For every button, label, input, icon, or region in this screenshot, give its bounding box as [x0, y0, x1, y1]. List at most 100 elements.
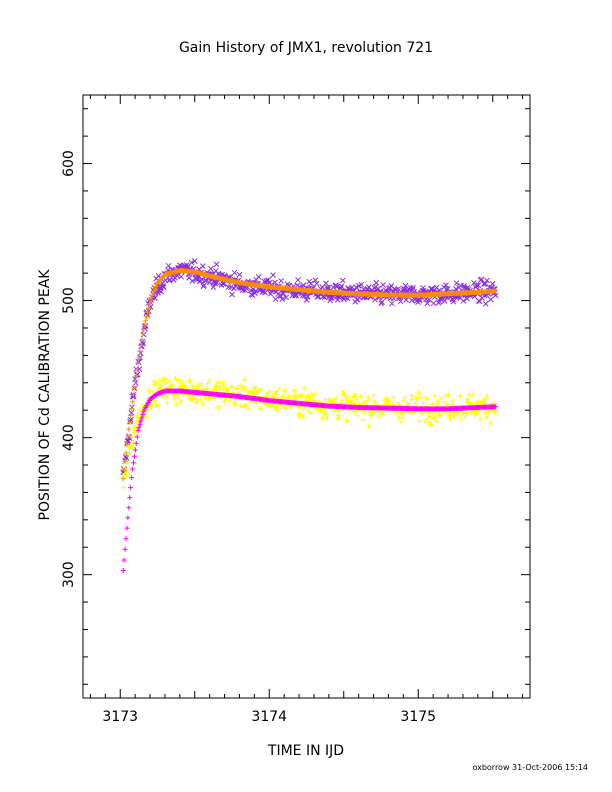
data-point — [395, 285, 401, 292]
y-axis-label: POSITION OF Cd CALIBRATION PEAK — [37, 269, 53, 521]
data-point — [194, 399, 200, 405]
data-point — [140, 331, 146, 337]
data-point — [283, 405, 289, 411]
data-point — [149, 404, 155, 410]
data-point — [317, 408, 323, 414]
data-point — [483, 414, 489, 420]
y-axis: 300 400 500 600 — [61, 108, 530, 685]
data-point — [432, 393, 438, 399]
data-point — [134, 366, 140, 372]
data-point — [455, 412, 461, 418]
data-point — [201, 282, 207, 289]
data-point — [453, 280, 460, 286]
data-point — [231, 285, 237, 292]
data-point — [371, 392, 377, 398]
data-point — [323, 411, 329, 417]
data-point — [125, 433, 131, 439]
data-point — [137, 421, 143, 427]
data-point — [124, 525, 130, 531]
data-point — [258, 387, 264, 393]
series-2 — [120, 267, 499, 482]
data-point — [482, 396, 488, 402]
data-point — [205, 381, 211, 387]
data-point — [366, 397, 372, 403]
data-point — [229, 291, 235, 298]
data-point — [411, 396, 417, 402]
data-point — [129, 434, 135, 440]
data-point — [160, 284, 167, 291]
data-point — [224, 385, 230, 391]
data-point — [128, 409, 135, 416]
data-point — [178, 273, 184, 280]
data-point — [227, 284, 234, 291]
data-point — [151, 379, 157, 385]
data-point — [272, 392, 278, 398]
data-point — [340, 389, 346, 395]
data-point — [200, 401, 206, 407]
data-point — [458, 416, 464, 422]
data-point — [135, 428, 141, 434]
data-point — [424, 416, 430, 422]
data-point — [422, 418, 428, 424]
data-point — [401, 397, 407, 403]
data-point — [132, 447, 138, 453]
data-point — [163, 395, 169, 401]
data-point — [132, 378, 138, 384]
data-point — [349, 284, 355, 291]
data-point — [406, 401, 412, 407]
data-point — [155, 377, 161, 383]
data-point — [145, 309, 151, 315]
data-point — [442, 393, 448, 399]
data-point — [203, 396, 209, 402]
data-point — [232, 401, 238, 407]
data-point — [301, 406, 307, 412]
data-point — [189, 278, 196, 284]
data-point — [365, 394, 371, 400]
data-point — [307, 395, 313, 401]
data-point — [334, 297, 341, 303]
data-point — [295, 277, 301, 283]
data-point — [128, 413, 134, 419]
data-point — [482, 409, 488, 415]
data-point — [136, 354, 142, 360]
plot-data — [120, 258, 499, 574]
data-point — [153, 381, 159, 387]
data-point — [375, 413, 381, 419]
data-point — [270, 272, 276, 278]
data-point — [424, 300, 431, 307]
data-point — [272, 296, 279, 303]
data-point — [493, 288, 499, 294]
data-point — [344, 393, 350, 399]
data-point — [228, 384, 234, 390]
data-point — [441, 298, 448, 304]
data-point — [434, 418, 440, 424]
data-point — [141, 326, 147, 332]
data-point — [121, 485, 127, 491]
data-point — [408, 397, 414, 403]
data-point — [417, 297, 423, 304]
data-point — [166, 378, 172, 384]
data-point — [349, 399, 355, 405]
data-point — [278, 277, 285, 284]
data-point — [123, 450, 129, 456]
data-point — [436, 398, 442, 404]
data-point — [221, 383, 227, 389]
data-point — [476, 298, 483, 305]
data-point — [492, 409, 498, 415]
data-point — [467, 409, 473, 415]
data-point — [308, 280, 314, 287]
data-point — [339, 277, 346, 284]
data-point — [441, 398, 447, 404]
data-point — [189, 383, 195, 389]
data-point — [156, 402, 162, 408]
data-point — [169, 382, 175, 388]
data-point — [122, 546, 128, 552]
data-point — [199, 381, 205, 387]
data-point — [139, 336, 145, 342]
data-point — [236, 271, 243, 278]
data-point — [125, 459, 131, 465]
data-point — [427, 413, 433, 419]
data-point — [181, 383, 187, 389]
data-point — [403, 394, 409, 400]
data-point — [432, 413, 438, 419]
